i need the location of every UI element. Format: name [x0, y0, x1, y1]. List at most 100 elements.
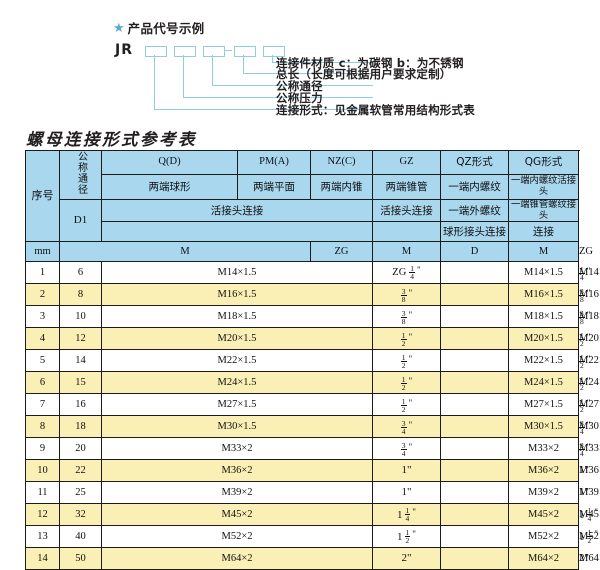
cell-qz-m	[440, 393, 509, 417]
cell-qz-d: M27×1.5	[508, 393, 579, 417]
header-row-connection-b: 球形接头连接 连接	[26, 221, 579, 243]
cell-m-qpm-nz: M45×2	[101, 503, 373, 527]
cell-nominal-bore: 12	[59, 327, 102, 351]
cell-nominal-bore: 20	[59, 437, 102, 461]
cell-nominal-bore: 22	[59, 459, 102, 483]
header-group-q: Q(D)	[101, 150, 238, 175]
cell-seq: 3	[25, 305, 60, 329]
cell-qz-d: M30×1.5	[508, 415, 579, 439]
header-desc-q: 两端球形	[101, 173, 238, 201]
cell-qz-m	[440, 305, 509, 329]
header-group-pm: PM(A)	[237, 150, 311, 175]
cell-nominal-bore: 8	[59, 283, 102, 307]
annotation-nominal-press: 公称压力	[276, 91, 323, 105]
cell-seq: 6	[25, 371, 60, 395]
cell-gz-zg: 3 8 "	[372, 283, 441, 307]
cell-qz-m	[440, 525, 509, 549]
cell-m-qpm-nz: M20×1.5	[101, 327, 373, 351]
code-example-heading: 产品代号示例	[127, 21, 205, 36]
cell-qz-d: M14×1.5	[508, 261, 579, 285]
cell-gz-zg: 1 2 "	[372, 349, 441, 373]
annotation-connect-type: 连接形式：见金属软管常用结构形式表	[276, 103, 475, 117]
header-blank-left	[101, 221, 373, 243]
star-icon: ★	[113, 20, 125, 35]
cell-qz-m	[440, 261, 509, 285]
header-conn: 连接	[508, 221, 579, 243]
cell-qz-d: M16×1.5	[508, 283, 579, 307]
cell-qz-d: M20×1.5	[508, 327, 579, 351]
cell-m-qpm-nz: M14×1.5	[101, 261, 373, 285]
code-box-2	[174, 46, 196, 57]
code-box-5	[263, 46, 285, 57]
leader-line-box4-v	[243, 55, 245, 74]
leader-line-box2-h	[183, 97, 373, 99]
cell-gz-zg: 1"	[372, 459, 441, 483]
cell-gz-zg: 3 4 "	[372, 415, 441, 439]
cell-gz-zg: 1 2 "	[372, 327, 441, 351]
cell-m-qpm-nz: M27×1.5	[101, 393, 373, 417]
cell-seq: 4	[25, 327, 60, 351]
cell-nominal-bore: 15	[59, 371, 102, 395]
cell-qz-m	[440, 371, 509, 395]
header-unit-m-left: M	[59, 241, 311, 263]
cell-gz-zg: 3 4 "	[372, 437, 441, 461]
cell-seq: 9	[25, 437, 60, 461]
page-title: 螺母连接形式参考表	[26, 130, 197, 149]
header-desc-pm: 两端平面	[237, 173, 311, 201]
leader-line-box1-h	[154, 109, 373, 111]
cell-m-qpm-nz: M39×2	[101, 481, 373, 505]
header-conn-ext-thread: 一端外螺纹	[440, 199, 509, 223]
cell-seq: 5	[25, 349, 60, 373]
cell-gz-zg: 1 2 "	[372, 371, 441, 395]
cell-seq: 12	[25, 503, 60, 527]
cell-qz-d: M18×1.5	[508, 305, 579, 329]
cell-seq: 7	[25, 393, 60, 417]
header-row-descriptions: 两端球形 两端平面 两端内锥 两端锥管 一端内螺纹 一端内螺纹活接头	[26, 173, 579, 201]
cell-qz-d: M22×1.5	[508, 349, 579, 373]
cell-nominal-bore: 14	[59, 349, 102, 373]
cell-seq: 8	[25, 415, 60, 439]
cell-qz-m	[440, 503, 509, 527]
header-nominal-d1: D1	[59, 199, 102, 243]
cell-gz-zg: 1 1 4 "	[372, 503, 441, 527]
cell-qz-d: M45×2	[508, 503, 579, 527]
cell-qz-d: M33×2	[508, 437, 579, 461]
annotation-nominal-bore: 公称通径	[276, 79, 323, 93]
header-unit-zg-gz: ZG	[310, 241, 373, 263]
header-desc-qz: 一端内螺纹	[440, 173, 509, 201]
header-unit-mm: mm	[25, 241, 60, 263]
cell-gz-zg: 1 1 2 "	[372, 525, 441, 549]
cell-seq: 1	[25, 261, 60, 285]
code-example-heading-row: ★ 产品代号示例	[113, 18, 204, 37]
cell-m-qpm-nz: M36×2	[101, 459, 373, 483]
header-unit-m-qz: M	[372, 241, 441, 263]
header-desc-qg: 一端内螺纹活接头	[508, 173, 579, 201]
cell-gz-zg: 1"	[372, 481, 441, 505]
header-group-qz: QZ形式	[440, 150, 509, 175]
code-separator-dash	[225, 50, 232, 52]
header-seq: 序号	[25, 149, 60, 243]
cell-m-qpm-nz: M24×1.5	[101, 371, 373, 395]
leader-line-box3-h	[212, 85, 373, 87]
cell-m-qpm-nz: M18×1.5	[101, 305, 373, 329]
leader-line-box4-h	[243, 73, 373, 75]
annotation-material: 连接件材质 c：为碳钢 b：为不锈钢	[276, 56, 464, 70]
cell-gz-zg: 3 8 "	[372, 305, 441, 329]
cell-m-qpm-nz: M30×1.5	[101, 415, 373, 439]
cell-qz-m	[440, 415, 509, 439]
cell-qz-m	[440, 459, 509, 483]
cell-nominal-bore: 16	[59, 393, 102, 417]
header-group-gz: GZ	[372, 150, 441, 175]
code-prefix-jr: JR	[115, 42, 133, 58]
code-box-1	[145, 46, 167, 57]
cell-nominal-bore: 32	[59, 503, 102, 527]
